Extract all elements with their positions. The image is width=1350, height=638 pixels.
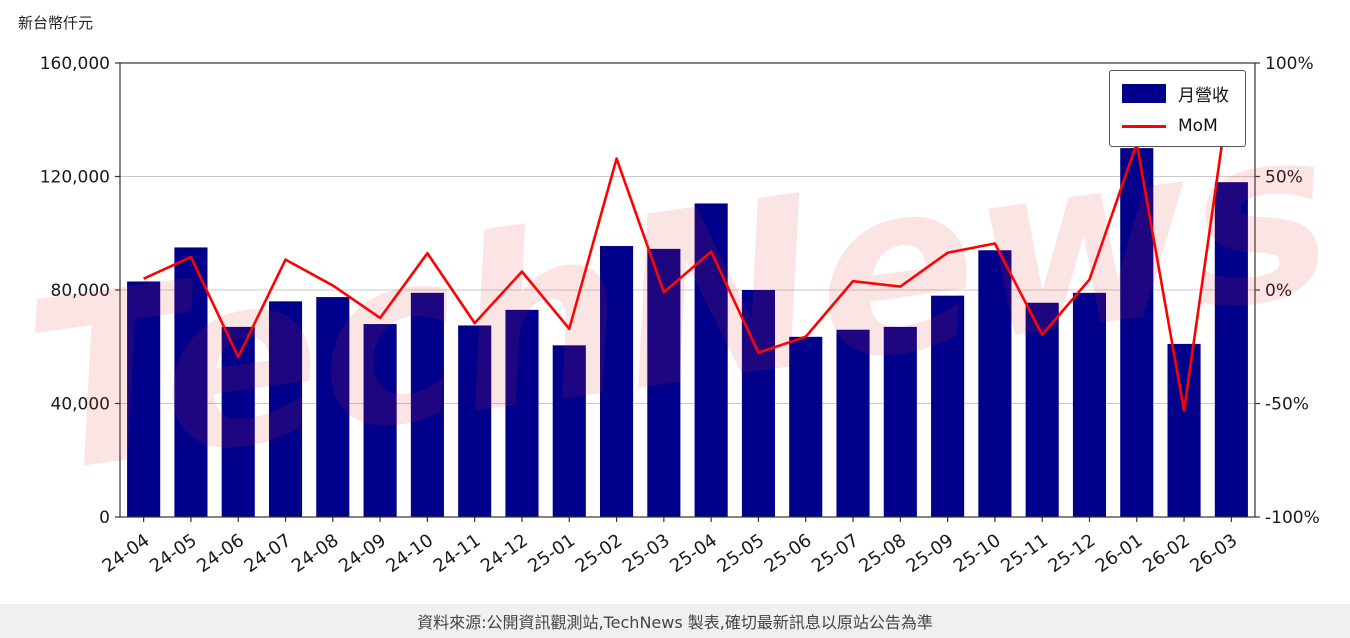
chart-legend: 月營收 MoM bbox=[1109, 70, 1246, 147]
revenue-bar bbox=[1025, 302, 1059, 517]
right-axis-tick-label: -100% bbox=[1265, 508, 1320, 528]
revenue-bar bbox=[883, 326, 917, 517]
x-axis-tick-label: 24-06 bbox=[193, 530, 248, 577]
revenue-bar bbox=[600, 246, 634, 518]
x-axis-tick-label: 24-07 bbox=[240, 530, 295, 577]
revenue-bar bbox=[1214, 182, 1248, 518]
revenue-bar bbox=[316, 297, 350, 517]
revenue-bar bbox=[552, 345, 586, 517]
revenue-bar bbox=[410, 292, 444, 517]
right-axis-tick-label: -50% bbox=[1265, 395, 1309, 415]
right-axis-tick-label: 0% bbox=[1265, 281, 1292, 301]
x-axis-tick-label: 25-04 bbox=[666, 530, 721, 577]
revenue-bar bbox=[789, 336, 823, 517]
x-axis-tick-label: 25-12 bbox=[1044, 530, 1099, 577]
left-axis-tick-label: 0 bbox=[99, 508, 110, 528]
mom-line bbox=[143, 77, 1233, 412]
x-axis-tick-label: 25-07 bbox=[808, 530, 863, 577]
x-axis-tick-label: 25-01 bbox=[524, 530, 579, 577]
revenue-swatch-icon bbox=[1122, 84, 1166, 103]
x-axis-tick-label: 24-05 bbox=[146, 530, 201, 577]
revenue-bar bbox=[931, 295, 965, 517]
revenue-bar bbox=[505, 309, 539, 517]
revenue-bar bbox=[268, 301, 303, 517]
x-axis-tick-label: 25-10 bbox=[950, 530, 1005, 577]
revenue-bar bbox=[741, 290, 775, 517]
x-axis-tick-label: 25-06 bbox=[761, 530, 816, 577]
legend-label-revenue: 月營收 bbox=[1178, 86, 1229, 106]
revenue-bar bbox=[458, 325, 492, 517]
left-axis-tick-label: 80,000 bbox=[51, 281, 110, 301]
x-axis-tick-label: 25-03 bbox=[619, 530, 674, 577]
left-axis-tick-label: 40,000 bbox=[51, 395, 110, 415]
x-axis-tick-label: 26-03 bbox=[1186, 530, 1241, 577]
mom-swatch-icon bbox=[1122, 124, 1166, 128]
x-axis-tick-label: 25-02 bbox=[572, 530, 627, 577]
x-axis-tick-label: 25-11 bbox=[997, 530, 1052, 577]
revenue-bar bbox=[174, 247, 208, 517]
x-axis-tick-label: 24-10 bbox=[382, 530, 437, 577]
x-axis-tick-label: 25-09 bbox=[903, 530, 958, 577]
x-axis-tick-label: 24-04 bbox=[99, 530, 154, 577]
chart-canvas: 0 40,000 80,000 120,000 160,000 -100% -50% 0% 50… bbox=[40, 54, 1320, 577]
revenue-bar bbox=[978, 250, 1012, 517]
left-axis-tick-label: 120,000 bbox=[40, 168, 110, 188]
revenue-bar bbox=[836, 329, 870, 517]
x-axis-tick-label: 24-09 bbox=[335, 530, 390, 577]
source-footer: 資料來源:公開資訊觀測站,TechNews 製表,確切最新訊息以原站公告為準 bbox=[0, 604, 1350, 638]
x-axis-tick-label: 26-02 bbox=[1139, 530, 1194, 577]
revenue-bar bbox=[694, 203, 728, 518]
revenue-bar bbox=[1072, 292, 1107, 517]
x-axis-tick-label: 24-12 bbox=[477, 530, 532, 577]
x-axis-tick-label: 25-05 bbox=[713, 530, 768, 577]
revenue-bar bbox=[221, 326, 255, 517]
right-axis-tick-label: 50% bbox=[1265, 168, 1303, 188]
right-axis-tick-label: 100% bbox=[1265, 54, 1314, 74]
revenue-bar bbox=[1167, 343, 1201, 517]
x-axis-tick-label: 26-01 bbox=[1092, 530, 1147, 577]
x-axis-tick-label: 24-08 bbox=[288, 530, 343, 577]
legend-item-revenue: 月營收 bbox=[1122, 81, 1229, 106]
revenue-bar bbox=[127, 281, 161, 517]
legend-label-mom: MoM bbox=[1178, 116, 1218, 136]
x-axis-tick-label: 25-08 bbox=[855, 530, 910, 577]
x-axis-tick-label: 24-11 bbox=[430, 530, 485, 577]
axis-unit-label: 新台幣仟元 bbox=[18, 14, 94, 32]
revenue-bar bbox=[363, 324, 397, 517]
legend-item-mom: MoM bbox=[1122, 116, 1229, 136]
left-axis-tick-label: 160,000 bbox=[40, 54, 110, 74]
